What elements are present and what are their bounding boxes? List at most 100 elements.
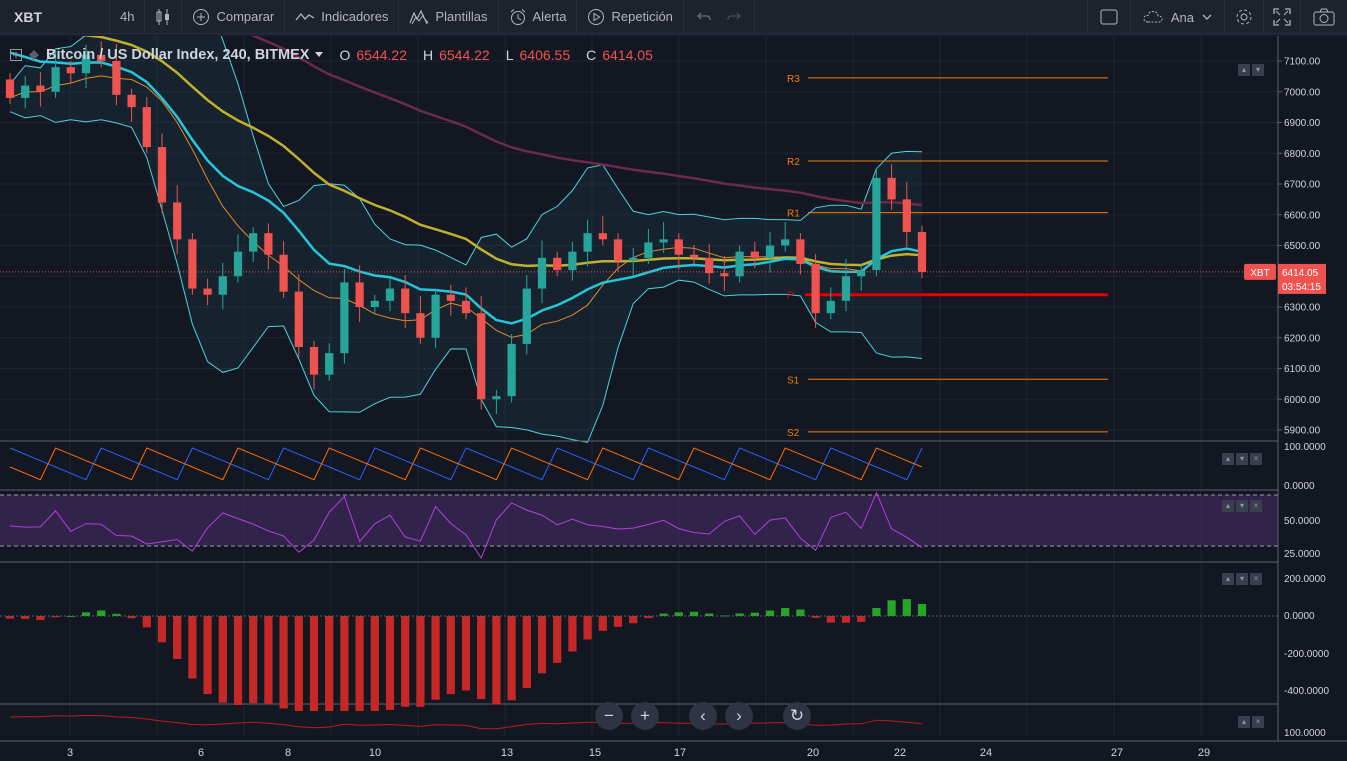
chevron-down-icon	[1202, 14, 1212, 20]
undo-icon[interactable]	[696, 10, 712, 24]
candle-body	[249, 233, 258, 252]
macd-bar	[127, 616, 136, 619]
zoom-out-button[interactable]: −	[595, 702, 623, 730]
time-tick-label: 17	[674, 747, 686, 759]
time-tick-label: 27	[1111, 747, 1123, 759]
macd-bar	[446, 616, 455, 695]
candle-body	[21, 85, 30, 98]
pane-down-button[interactable]: ▾	[1252, 64, 1264, 76]
price-tick-label: 5900.00	[1284, 426, 1321, 437]
candle-body	[370, 300, 379, 307]
pane-up-button[interactable]: ▴	[1238, 64, 1250, 76]
pane-up-button[interactable]: ▴	[1222, 453, 1234, 465]
undo-redo-group	[684, 0, 755, 34]
candle-body	[507, 343, 516, 397]
countdown-label: 03:54:15	[1282, 282, 1321, 293]
settings-button[interactable]	[1225, 0, 1264, 34]
candle-body	[127, 94, 136, 108]
close-value: 6414.05	[602, 47, 653, 63]
pane-up-button[interactable]: ▴	[1222, 573, 1234, 585]
stoch-tick-label: 100.0000	[1284, 442, 1326, 453]
ma-long-line	[250, 36, 923, 207]
expand-button[interactable]	[1264, 0, 1301, 34]
scroll-right-button[interactable]: ›	[725, 702, 753, 730]
candle-body	[340, 282, 349, 354]
pivot-levels: R3 R2 R1 P S1 S2	[787, 74, 1108, 439]
symbol-search[interactable]: XBT	[0, 0, 110, 34]
pane-up-button[interactable]: ▴	[1222, 500, 1234, 512]
price-tick-label: 6500.00	[1284, 241, 1321, 252]
series-title[interactable]: Bitcoin / US Dollar Index, 240, BITMEX	[46, 47, 310, 63]
open-key: O	[339, 47, 351, 63]
pane-down-button[interactable]: ▾	[1236, 500, 1248, 512]
macd-bar	[902, 599, 911, 616]
layout-name: Ana	[1170, 9, 1194, 25]
stoch-pane-controls: ▴ ▾ ×	[1222, 453, 1262, 465]
candle-body	[36, 85, 45, 92]
candle-body	[355, 282, 364, 307]
alarm-clock-icon	[510, 8, 525, 25]
plus-circle-icon	[193, 8, 210, 25]
candle-body	[857, 270, 866, 277]
pane-close-button[interactable]: ×	[1250, 573, 1262, 585]
caret-down-icon[interactable]	[315, 52, 324, 58]
stoch-k-line	[9, 447, 923, 481]
candlestick-series	[0, 41, 1278, 415]
pane-down-button[interactable]: ▾	[1236, 573, 1248, 585]
candle-body	[81, 54, 91, 74]
pivot-label-r1: R1	[787, 209, 800, 220]
compare-button[interactable]: Comparar	[182, 0, 286, 34]
pane-close-button[interactable]: ×	[1250, 500, 1262, 512]
chart-type-button[interactable]	[145, 0, 183, 34]
candle-body	[66, 67, 75, 74]
time-tick-label: 15	[589, 747, 601, 759]
candle-body	[674, 239, 683, 255]
pane-close-button[interactable]: ×	[1250, 453, 1262, 465]
macd-bar	[644, 616, 653, 619]
price-tick-label: 6900.00	[1284, 118, 1321, 129]
candle-body	[416, 313, 425, 338]
redo-icon[interactable]	[726, 10, 742, 24]
interval-button[interactable]: 4h	[110, 0, 146, 34]
bottom-pane-controls: ▴ ×	[1238, 716, 1264, 728]
macd-bar	[233, 616, 243, 705]
candlestick-icon	[156, 8, 170, 25]
alert-button[interactable]: Alerta	[499, 0, 578, 34]
chart-area[interactable]: R3 R2 R1 P S1 S2 7100.00 7000.00 6900.00 6800.00…	[0, 36, 1347, 761]
rsi-line	[9, 491, 923, 560]
replay-button[interactable]: Repetición	[577, 0, 684, 34]
price-axis-bg	[1278, 36, 1347, 741]
templates-button[interactable]: Plantillas	[399, 0, 499, 34]
zoom-in-button[interactable]: +	[631, 702, 659, 730]
collapse-legend-icon[interactable]	[10, 49, 22, 61]
macd-bar	[188, 616, 197, 679]
toolbar-right: Ana	[1086, 0, 1347, 34]
indicators-button[interactable]: Indicadores	[285, 0, 400, 34]
pivot-label-r2: R2	[787, 157, 800, 168]
candle-body	[233, 251, 243, 277]
chart-canvas[interactable]: R3 R2 R1 P S1 S2 7100.00 7000.00 6900.00 6800.00…	[0, 36, 1347, 761]
macd-bar	[416, 616, 425, 707]
candle-body	[902, 199, 911, 232]
macd-bar	[431, 616, 440, 700]
reset-chart-button[interactable]: ↻	[783, 702, 811, 730]
price-tick-label: 6600.00	[1284, 210, 1321, 221]
rsi-band	[0, 495, 1278, 546]
candle-body	[279, 254, 288, 292]
macd-bar	[264, 616, 273, 704]
fullscreen-toggle[interactable]	[1086, 0, 1131, 34]
scroll-left-button[interactable]: ‹	[689, 702, 717, 730]
pane-down-button[interactable]: ▾	[1236, 453, 1248, 465]
pane-close-button[interactable]: ×	[1252, 716, 1264, 728]
macd-tick-label: 200.0000	[1284, 574, 1326, 585]
macd-bar	[218, 616, 227, 703]
macd-bar	[705, 613, 714, 616]
snapshot-button[interactable]	[1301, 0, 1347, 34]
pane-up-button[interactable]: ▴	[1238, 716, 1250, 728]
layout-menu[interactable]: Ana	[1131, 0, 1225, 34]
time-tick-label: 24	[980, 747, 992, 759]
macd-bar	[401, 616, 410, 707]
candle-body	[309, 346, 319, 375]
rsi-tick-label: 50.0000	[1284, 516, 1321, 527]
